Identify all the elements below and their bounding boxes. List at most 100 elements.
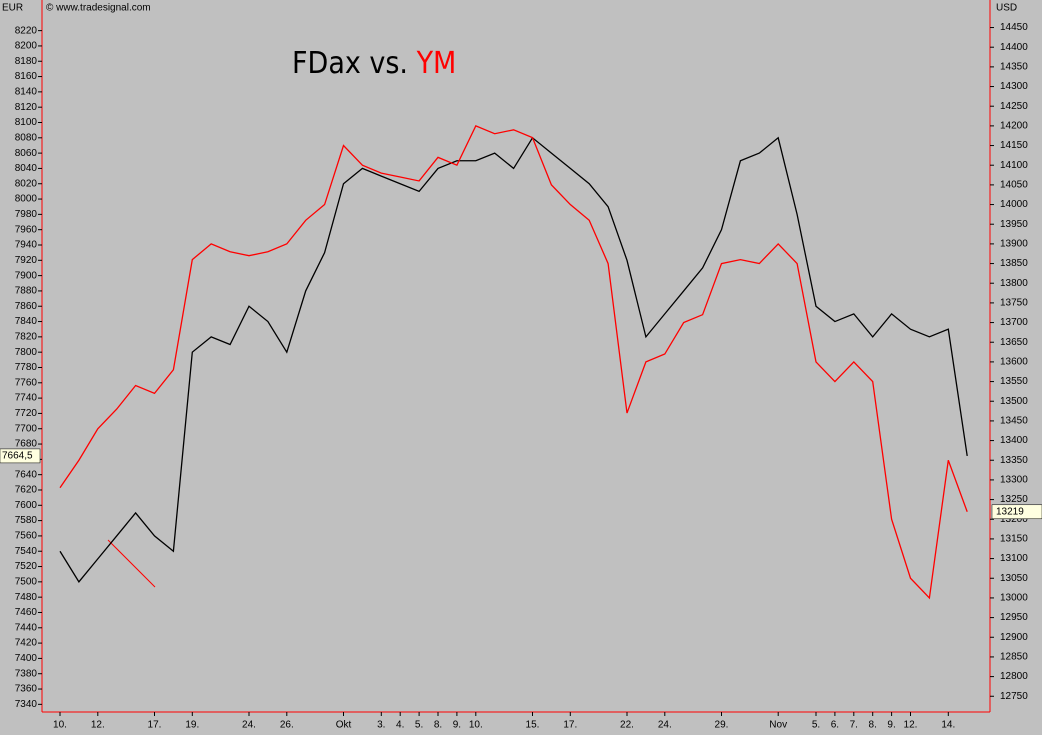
x-tick-label: 9.	[453, 720, 461, 731]
x-tick-label: 24.	[242, 720, 256, 731]
y2-tick-label: 13500	[1000, 396, 1028, 407]
y-tick-label: 7340	[15, 699, 38, 710]
price-line	[59, 125, 968, 600]
y2-tick-label: 14450	[1000, 22, 1028, 33]
x-tick-label: 8.	[434, 720, 442, 731]
y-tick-label: 7840	[15, 316, 38, 327]
x-tick-label: 12.	[91, 720, 105, 731]
y2-tick-label: 13350	[1000, 455, 1028, 466]
y-tick-label: 8160	[15, 71, 38, 82]
y2-tick-label: 13800	[1000, 278, 1028, 289]
y-tick-label: 8060	[15, 148, 38, 159]
y2-tick-label: 13400	[1000, 435, 1028, 446]
y2-tick-label: 13700	[1000, 317, 1028, 328]
y2-tick-label: 13300	[1000, 475, 1028, 486]
y2-tick-label: 12750	[1000, 691, 1028, 702]
y2-tick-label: 14300	[1000, 81, 1028, 92]
y-tick-label: 7740	[15, 393, 38, 404]
y2-tick-label: 14000	[1000, 199, 1028, 210]
y-tick-label: 7360	[15, 684, 38, 695]
y-tick-label: 7900	[15, 270, 38, 281]
x-tick-label: 4.	[396, 720, 404, 731]
y-tick-label: 7720	[15, 408, 38, 419]
y-tick-label: 8020	[15, 178, 38, 189]
x-tick-label: 19.	[185, 720, 199, 731]
x-tick-label: 14.	[941, 720, 955, 731]
y2-tick-label: 14150	[1000, 140, 1028, 151]
y2-tick-label: 13100	[1000, 553, 1028, 564]
y2-tick-label: 13000	[1000, 593, 1028, 604]
x-tick-label: 5.	[812, 720, 820, 731]
y-tick-label: 7460	[15, 607, 38, 618]
y2-tick-label: 13550	[1000, 376, 1028, 387]
y2-tick-label: 13450	[1000, 416, 1028, 427]
y-tick-label: 8000	[15, 194, 38, 205]
x-tick-label: 8.	[869, 720, 877, 731]
y-tick-label: 7520	[15, 561, 38, 572]
y2-tick-label: 13150	[1000, 534, 1028, 545]
y-tick-label: 7640	[15, 469, 38, 480]
last-value-label: 13219	[996, 506, 1024, 517]
y-tick-label: 7680	[15, 439, 38, 450]
x-tick-label: 3.	[377, 720, 385, 731]
x-tick-label: 10.	[53, 720, 67, 731]
y-tick-label: 7420	[15, 638, 38, 649]
title: FDax vs. YM	[292, 46, 456, 81]
title-part: YM	[416, 46, 457, 81]
y-tick-label: 7440	[15, 622, 38, 633]
x-tick-label: Nov	[769, 720, 787, 731]
y-tick-label: 7800	[15, 347, 38, 358]
last-value-box	[991, 504, 1042, 520]
y2-tick-label: 12800	[1000, 671, 1028, 682]
y2-tick-label: 14100	[1000, 160, 1028, 171]
y-tick-label: 7380	[15, 668, 38, 679]
y-tick-label: 7620	[15, 485, 38, 496]
last-value-label: 7664,5	[2, 451, 33, 462]
y2-tick-label: 14350	[1000, 62, 1028, 73]
x-tick-label: 26.	[280, 720, 294, 731]
y2-tick-label: 13850	[1000, 258, 1028, 269]
y-tick-label: 7940	[15, 240, 38, 251]
source: © www.tradesignal.com	[46, 3, 151, 14]
y2-tick-label: 13650	[1000, 337, 1028, 348]
y2-tick-label: 12950	[1000, 612, 1028, 623]
y-tick-label: 7580	[15, 515, 38, 526]
last-value-box	[0, 448, 41, 464]
y2-tick-label: 13600	[1000, 357, 1028, 368]
y-tick-label: 8080	[15, 132, 38, 143]
x-tick-label: 22.	[620, 720, 634, 731]
x-tick-label: 6.	[831, 720, 839, 731]
y-tick-label: 7980	[15, 209, 38, 220]
y-tick-label: 7780	[15, 362, 38, 373]
drawn-trendline	[107, 539, 156, 588]
x-tick-label: 17.	[563, 720, 577, 731]
title-part: FDax vs.	[292, 46, 417, 81]
y-tick-label: 7860	[15, 301, 38, 312]
y-unit: EUR	[2, 3, 23, 14]
y2-tick-label: 14200	[1000, 121, 1028, 132]
y2-tick-label: 13900	[1000, 239, 1028, 250]
y-tick-label: 7880	[15, 286, 38, 297]
x-tick-label: 9.	[887, 720, 895, 731]
y-tick-label: 8100	[15, 117, 38, 128]
x-tick-label: Okt	[336, 720, 352, 731]
y2-tick-label: 14050	[1000, 180, 1028, 191]
y2-unit: USD	[996, 3, 1017, 14]
y-tick-label: 7960	[15, 224, 38, 235]
x-tick-label: 24.	[658, 720, 672, 731]
x-tick-label: 17.	[148, 720, 162, 731]
y-tick-label: 8120	[15, 102, 38, 113]
y-tick-label: 7700	[15, 423, 38, 434]
y-tick-label: 7920	[15, 255, 38, 266]
y2-tick-label: 14250	[1000, 101, 1028, 112]
y-tick-label: 7540	[15, 546, 38, 557]
y-tick-label: 8140	[15, 87, 38, 98]
y2-tick-label: 13750	[1000, 298, 1028, 309]
x-tick-label: 7.	[850, 720, 858, 731]
y2-tick-label: 13250	[1000, 494, 1028, 505]
x-tick-label: 5.	[415, 720, 423, 731]
y-tick-label: 7480	[15, 592, 38, 603]
y2-tick-label: 13200	[1000, 514, 1028, 525]
